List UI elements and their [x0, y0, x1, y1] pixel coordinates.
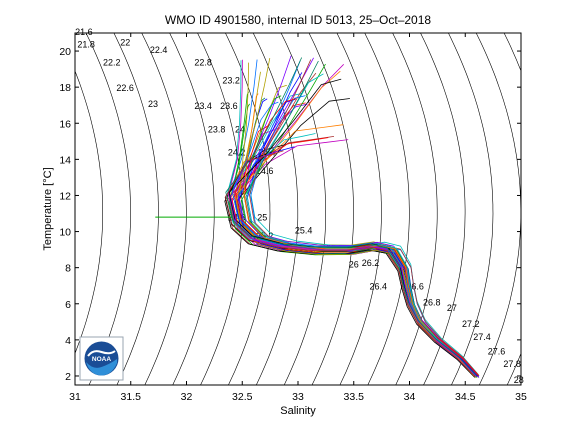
density-contour [141, 33, 187, 385]
y-tick-label: 18 [59, 82, 71, 94]
density-contour [0, 15, 47, 403]
density-label: 26 [349, 260, 359, 270]
density-label: 22.4 [150, 45, 168, 55]
profile-line [234, 70, 475, 377]
density-contour [197, 33, 243, 385]
density-label: 26.2 [362, 258, 380, 268]
density-label: 21.8 [77, 39, 95, 49]
density-label: 26.4 [370, 281, 388, 291]
density-contour [475, 33, 521, 385]
density-label: 27.8 [503, 359, 521, 369]
density-contour [550, 15, 576, 403]
y-tick-label: 20 [59, 46, 71, 58]
density-contour [113, 33, 159, 385]
y-tick-label: 8 [65, 263, 71, 275]
density-label: 28 [514, 375, 524, 385]
density-contour [225, 33, 271, 385]
x-tick-label: 31 [69, 391, 81, 403]
y-tick-label: 6 [65, 299, 71, 311]
y-axis-label: Temperature [°C] [42, 167, 54, 250]
density-label: 27.6 [488, 346, 506, 356]
x-tick-label: 33.5 [344, 391, 365, 403]
x-tick-label: 31.5 [121, 391, 142, 403]
density-contour [364, 33, 410, 385]
density-contour [169, 33, 215, 385]
x-tick-label: 35 [515, 391, 527, 403]
x-axis-label: Salinity [280, 405, 316, 417]
density-contour [308, 33, 354, 385]
profile-line [225, 57, 477, 376]
density-label: 21.6 [75, 27, 93, 37]
profile-line [249, 59, 480, 377]
density-label: 25 [257, 213, 267, 223]
density-label: 24.8 [228, 213, 246, 223]
density-label: 22 [120, 38, 130, 48]
profile-line [238, 62, 476, 377]
density-contour [392, 33, 438, 385]
density-label: 23.8 [208, 124, 226, 134]
density-contour [523, 15, 576, 403]
profile-line [237, 72, 480, 378]
x-tick-label: 32 [181, 391, 193, 403]
density-label: 22.8 [194, 58, 212, 68]
density-label: 27 [447, 303, 457, 313]
noaa-logo: NOAA [79, 336, 124, 381]
density-contour [503, 33, 521, 385]
density-contour [336, 33, 382, 385]
x-tick-label: 34 [404, 391, 416, 403]
x-tick-label: 32.5 [232, 391, 253, 403]
density-label: 25.4 [295, 225, 313, 235]
density-labels: 21.6 21.8 22 22.2 22.4 22.6 22.8 23 23.2 23.4 23.6… [75, 27, 524, 385]
chart-title: WMO ID 4901580, internal ID 5013, 25–Oct… [165, 13, 431, 27]
density-label: 27.4 [473, 332, 491, 342]
profile-line [237, 60, 476, 377]
axis-ticks: 31 31.5 32 32.5 33 33.5 34 34.5 35 2 4 6 8 10 12 14 16 18… [59, 33, 527, 403]
density-contour [280, 33, 327, 385]
profile-line [243, 93, 475, 377]
density-label: 23.6 [220, 101, 238, 111]
y-tick-label: 12 [59, 190, 71, 202]
x-tick-label: 33 [292, 391, 304, 403]
profile-line [234, 64, 476, 376]
density-contour [0, 15, 19, 403]
density-label: 26.8 [423, 298, 441, 308]
density-label: 22.6 [116, 83, 134, 93]
profiles [155, 55, 480, 378]
density-contour [252, 33, 299, 385]
profile-line [249, 73, 479, 375]
y-tick-label: 2 [65, 371, 71, 383]
y-tick-label: 10 [59, 227, 71, 239]
density-label: 23.4 [194, 101, 212, 111]
density-contour [448, 33, 494, 385]
profile-line [227, 59, 476, 377]
x-tick-label: 34.5 [455, 391, 476, 403]
density-label: 22.2 [103, 58, 121, 68]
noaa-logo-text: NOAA [92, 356, 111, 363]
density-label: 24.6 [256, 166, 274, 176]
density-label: 26.6 [406, 281, 424, 291]
profile-line [225, 150, 476, 377]
density-contour [420, 33, 466, 385]
density-label: 23.2 [222, 76, 240, 86]
profile-line [225, 72, 477, 378]
y-tick-label: 4 [65, 335, 71, 347]
density-label: 27.2 [462, 319, 480, 329]
density-label: 23 [148, 99, 158, 109]
y-tick-label: 14 [59, 154, 71, 166]
y-tick-label: 16 [59, 118, 71, 130]
density-contours [0, 15, 576, 403]
